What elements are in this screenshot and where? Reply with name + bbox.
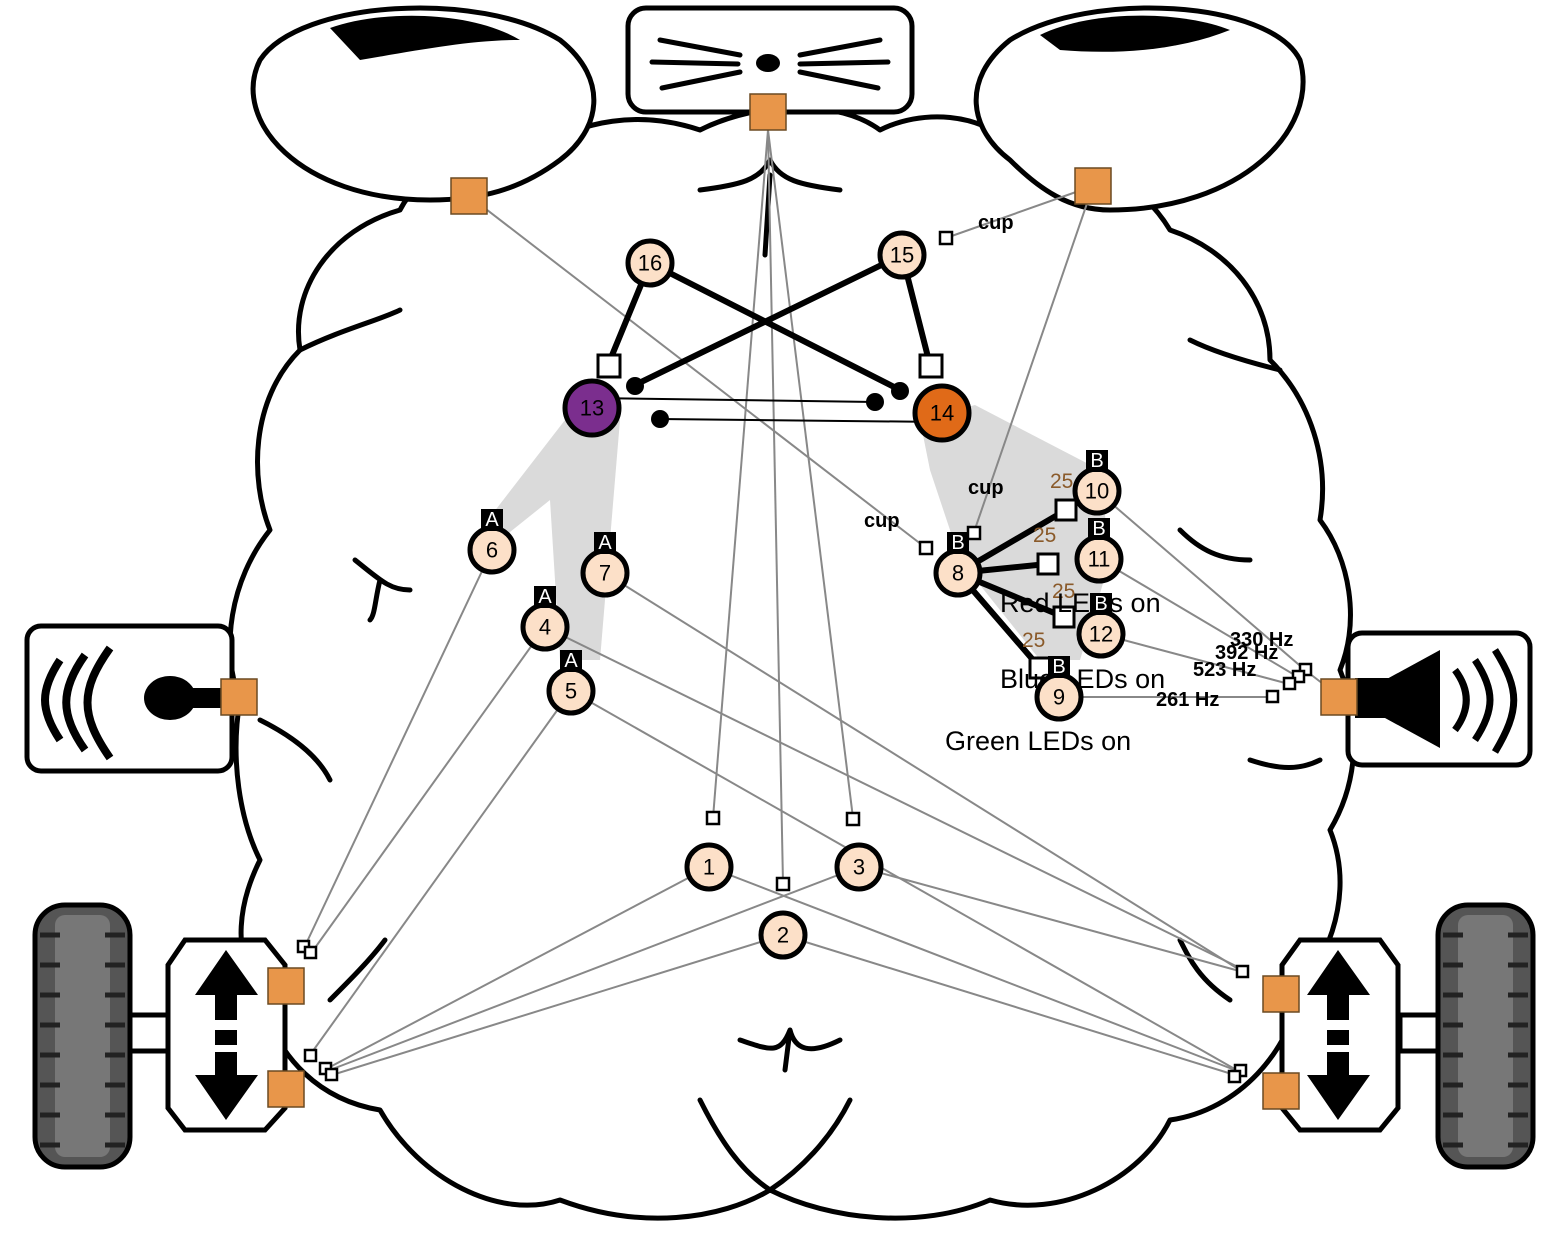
neuron-label: 8	[952, 561, 964, 586]
neuron-label: 6	[486, 538, 498, 563]
right-wheel-icon	[1279, 902, 1536, 1170]
neuron-2: 2	[758, 910, 808, 960]
led-labels: Red LEDs on Blue LEDs on Green LEDs on	[945, 588, 1165, 756]
nose-sensor-icon	[625, 5, 915, 115]
synapse-markers	[296, 230, 1313, 1084]
neuron-label: 15	[890, 243, 914, 268]
tone-label: 523 Hz	[1193, 659, 1256, 681]
neuron-tag-badge	[594, 532, 616, 554]
tone-labels: 330 Hz 392 Hz 523 Hz 261 Hz	[1156, 629, 1293, 711]
cup-label: cup	[978, 212, 1014, 234]
shaded-region	[480, 405, 1110, 660]
tone-label: 392 Hz	[1215, 642, 1278, 664]
neuron-label: 9	[1053, 685, 1065, 710]
neuron-tag: B	[951, 532, 964, 554]
neuron-3: 3	[834, 842, 884, 892]
wires	[304, 129, 1341, 1076]
neuron-tag: B	[1094, 593, 1107, 615]
neuron-11: 11 B	[1074, 518, 1124, 584]
neuron-tag: B	[1052, 656, 1065, 678]
neuron-body	[834, 842, 884, 892]
neuron-label: 12	[1089, 622, 1113, 647]
cup-label: cup	[864, 510, 900, 532]
neuron-label: 14	[930, 401, 954, 426]
neuron-tag-badge	[560, 650, 582, 672]
weight-label: 25	[1022, 629, 1045, 652]
tone-label: 330 Hz	[1230, 629, 1293, 651]
neuron-body	[625, 238, 675, 288]
red-led-label: Red LEDs on	[1000, 588, 1161, 618]
ports	[220, 93, 1358, 1110]
neuron-15: 15	[877, 230, 927, 280]
neuron-tag: B	[1090, 450, 1103, 472]
weight-label: 25	[1050, 470, 1073, 493]
neuron-10: 10 B	[1072, 450, 1122, 516]
neuron-16: 16	[625, 238, 675, 288]
neuron-tag-badge	[534, 586, 556, 608]
weight-label: 25	[1033, 524, 1056, 547]
neuron-6: 6A	[467, 509, 517, 575]
neuron-tag-badge	[947, 532, 969, 554]
neuron-tag: B	[1092, 518, 1105, 540]
right-eye-port	[1074, 167, 1112, 205]
neuron-9: 9B	[1034, 656, 1084, 722]
right-motor-forward-port	[1262, 975, 1300, 1013]
neuron-body	[877, 230, 927, 280]
neuron-label: 7	[599, 561, 611, 586]
neuron-1: 1	[684, 842, 734, 892]
neuron-label: 10	[1085, 479, 1109, 504]
neuron-label: 3	[853, 855, 865, 880]
speaker-port	[1320, 678, 1358, 716]
microphone-icon	[24, 623, 235, 774]
neuron-4: 4A	[520, 586, 570, 652]
left-eye-port	[450, 177, 488, 215]
microphone-port	[220, 678, 258, 716]
neuron-label: 1	[703, 855, 715, 880]
tone-label: 261 Hz	[1156, 689, 1219, 711]
blue-led-label: Blue LEDs on	[1000, 664, 1165, 694]
neuron-tag-badge	[1048, 656, 1070, 678]
speaker-icon	[1345, 630, 1533, 768]
neuron-tag-badge	[1086, 450, 1108, 472]
neuron-5: 5A	[546, 650, 596, 716]
neuron-12: 12 B	[1076, 593, 1126, 659]
cup-labels: cup cup cup	[864, 212, 1014, 532]
neuron-label: 5	[565, 679, 577, 704]
weight-labels: 25 25 25 25	[1022, 470, 1075, 652]
left-motor-backward-port	[267, 1070, 305, 1108]
neuron-8: 8B	[933, 532, 983, 598]
neuron-label: 2	[777, 923, 789, 948]
neuron-body	[758, 910, 808, 960]
brain-outline	[227, 5, 1357, 1221]
neuron-tag: A	[538, 586, 552, 608]
up-down-arrow-icon	[195, 950, 258, 1120]
left-motor-forward-port	[267, 967, 305, 1005]
green-led-label: Green LEDs on	[945, 726, 1131, 756]
neuron-7: 7A	[580, 532, 630, 598]
neuron-label: 4	[539, 615, 551, 640]
neuron-14: 14	[912, 383, 972, 443]
neuron-body	[562, 378, 622, 438]
neuron-tag-badge	[481, 509, 503, 531]
weight-label: 25	[1052, 580, 1075, 603]
neuron-label: 16	[638, 251, 662, 276]
neuron-tag-badge	[1090, 593, 1112, 615]
neuron-tag: A	[485, 509, 499, 531]
neuron-tag: A	[598, 532, 612, 554]
nose-port	[749, 93, 787, 131]
neuron-label: 13	[580, 396, 604, 421]
left-wheel-icon	[32, 902, 288, 1170]
cup-label: cup	[968, 477, 1004, 499]
neuron-tag-badge	[1088, 518, 1110, 540]
right-motor-backward-port	[1262, 1072, 1300, 1110]
neuron-tag: A	[564, 650, 578, 672]
neuron-body	[912, 383, 972, 443]
neuron-label: 11	[1088, 547, 1111, 572]
neuron-body	[684, 842, 734, 892]
neuron-13: 13	[562, 378, 622, 438]
